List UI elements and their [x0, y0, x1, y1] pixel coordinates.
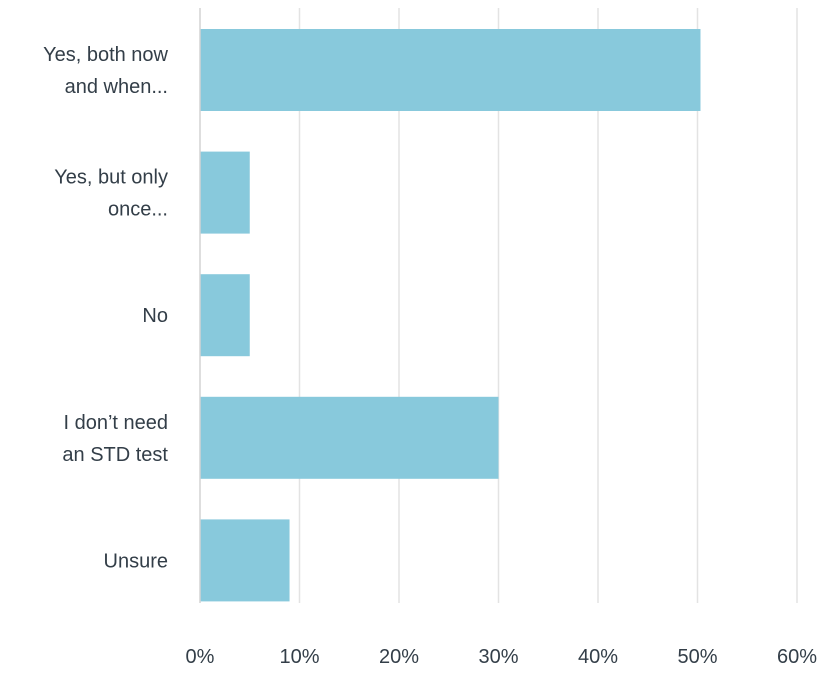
bars	[200, 29, 701, 602]
bar	[200, 519, 290, 602]
category-label: No	[142, 305, 168, 327]
x-tick-label: 30%	[478, 646, 518, 668]
x-tick-label: 60%	[777, 646, 817, 668]
category-label-line: and when...	[65, 76, 168, 98]
category-label-line: once...	[108, 199, 168, 221]
x-tick-label: 50%	[677, 646, 717, 668]
category-label-line: No	[142, 305, 168, 327]
category-label-line: Yes, both now	[43, 44, 168, 66]
category-label: Yes, but only once...	[54, 167, 168, 221]
bar	[200, 29, 701, 111]
category-label: Unsure	[104, 550, 168, 572]
category-label-line: Unsure	[104, 550, 168, 572]
category-labels: Yes, both now and when... Yes, but only onc…	[43, 44, 168, 572]
category-label-line: I don’t need	[63, 412, 168, 434]
category-label: I don’t need an STD test	[62, 412, 168, 466]
x-tick-labels: 0% 10% 20% 30% 40% 50% 60%	[186, 646, 818, 668]
x-tick-label: 40%	[578, 646, 618, 668]
bar	[200, 274, 250, 357]
bar	[200, 151, 250, 234]
x-tick-label: 20%	[379, 646, 419, 668]
bar	[200, 396, 499, 479]
category-label: Yes, both now and when...	[43, 44, 168, 98]
category-label-line: Yes, but only	[54, 167, 168, 189]
x-tick-label: 0%	[186, 646, 215, 668]
category-label-line: an STD test	[62, 444, 168, 466]
x-tick-label: 10%	[279, 646, 319, 668]
